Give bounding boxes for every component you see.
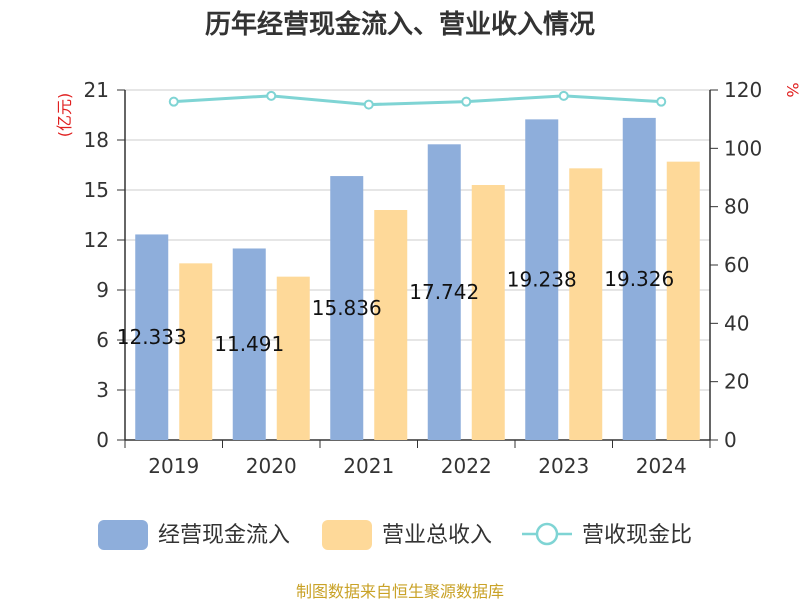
x-tick-label: 2024 [636,454,687,478]
line-cash-to-revenue-ratio [173,94,662,107]
bar-total-revenue [374,210,408,440]
legend-label: 经营现金流入 [158,523,290,548]
data-label: 12.333 [117,325,187,349]
y-right-tick-label: 0 [724,428,737,452]
x-tick-label: 2021 [343,454,394,478]
bar-total-revenue [666,161,700,440]
y-right-tick-label: 40 [724,311,749,335]
x-tick-label: 2020 [246,454,297,478]
legend-swatch-cash-inflow [98,520,148,550]
legend-swatch-revenue [322,520,372,550]
bar-total-revenue [179,263,213,440]
y-right-axis-unit: % [783,82,800,97]
bar-operating-cash-inflow [232,248,266,440]
bar-operating-cash-inflow [330,176,364,441]
bar-total-revenue [276,276,310,440]
line-point [363,99,374,110]
line-point [656,96,667,107]
line-point [461,96,472,107]
bar-total-revenue [471,185,505,440]
data-label: 15.836 [312,296,382,320]
y-left-tick-label: 21 [84,78,109,102]
bar-operating-cash-inflow [525,119,559,440]
line-point [168,96,179,107]
line-point [266,90,277,101]
bar-operating-cash-inflow [135,234,169,440]
y-left-axis-unit: (亿元) [55,93,74,138]
y-right-tick-label: 60 [724,253,749,277]
x-tick-label: 2023 [538,454,589,478]
legend-marker-swatch [535,522,559,546]
y-right-tick-label: 100 [724,136,762,160]
bar-total-revenue [569,168,603,441]
data-label: 11.491 [214,332,284,356]
y-left-tick-label: 9 [96,278,109,302]
y-left-tick-label: 6 [96,328,109,352]
legend-label: 营收现金比 [582,523,692,548]
y-left-tick-label: 18 [84,128,109,152]
x-tick-label: 2022 [441,454,492,478]
y-left-tick-label: 12 [84,228,109,252]
data-label: 17.742 [409,280,479,304]
y-right-tick-label: 80 [724,195,749,219]
legend-label: 营业总收入 [382,523,492,548]
y-left-tick-label: 15 [84,178,109,202]
data-label: 19.238 [507,268,577,292]
y-left-tick-label: 0 [96,428,109,452]
data-label: 19.326 [604,267,674,291]
x-tick-label: 2019 [148,454,199,478]
y-right-tick-label: 120 [724,78,762,102]
bar-operating-cash-inflow [427,144,461,441]
bar-operating-cash-inflow [622,117,656,441]
y-left-tick-label: 3 [96,378,109,402]
line-point [558,90,569,101]
y-right-tick-label: 20 [724,370,749,394]
chart-title: 历年经营现金流入、营业收入情况 [204,10,595,40]
source-note: 制图数据来自恒生聚源数据库 [295,582,504,601]
